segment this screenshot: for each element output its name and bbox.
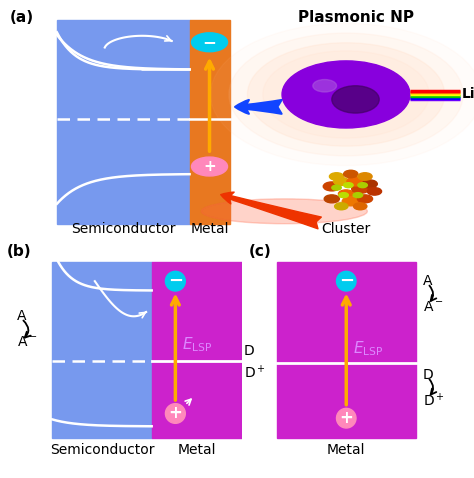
Text: D$^+$: D$^+$	[244, 364, 266, 381]
Ellipse shape	[201, 199, 367, 224]
Circle shape	[191, 33, 228, 52]
Text: D$^+$: D$^+$	[423, 392, 445, 409]
Text: Light: Light	[462, 87, 474, 101]
Circle shape	[191, 157, 228, 176]
Circle shape	[332, 185, 341, 190]
Circle shape	[329, 173, 344, 180]
Circle shape	[358, 183, 367, 188]
Circle shape	[210, 23, 474, 165]
Text: A: A	[17, 309, 26, 323]
Circle shape	[165, 272, 185, 291]
Text: +: +	[168, 404, 182, 423]
Text: −: −	[339, 272, 354, 290]
Circle shape	[337, 272, 356, 291]
Ellipse shape	[201, 199, 367, 224]
Text: D: D	[244, 345, 255, 358]
Text: D: D	[423, 368, 434, 382]
Circle shape	[344, 183, 353, 188]
Circle shape	[337, 408, 356, 428]
Circle shape	[334, 177, 349, 185]
Circle shape	[344, 170, 358, 178]
Text: Metal: Metal	[177, 443, 216, 457]
Text: $E_\mathrm{LSP}$: $E_\mathrm{LSP}$	[353, 340, 383, 358]
Circle shape	[324, 195, 339, 203]
Bar	[57, 20, 190, 224]
Text: −: −	[168, 272, 183, 290]
Text: Semiconductor: Semiconductor	[71, 222, 175, 236]
Circle shape	[247, 43, 445, 146]
Text: A$^-$: A$^-$	[17, 335, 37, 349]
Text: A$^-$: A$^-$	[423, 300, 444, 314]
Ellipse shape	[201, 199, 367, 224]
Text: Cluster: Cluster	[321, 222, 371, 236]
Circle shape	[338, 190, 354, 198]
Text: (b): (b)	[7, 244, 32, 259]
Bar	[152, 262, 242, 438]
Circle shape	[357, 195, 373, 203]
Circle shape	[339, 193, 348, 197]
Circle shape	[358, 173, 372, 180]
Bar	[52, 262, 152, 438]
Circle shape	[353, 193, 363, 197]
Circle shape	[352, 185, 369, 194]
Circle shape	[367, 188, 382, 195]
Circle shape	[335, 203, 348, 210]
Text: −: −	[202, 33, 217, 51]
Circle shape	[323, 182, 340, 191]
Bar	[277, 262, 416, 438]
Circle shape	[263, 51, 429, 138]
Circle shape	[229, 33, 463, 156]
Text: A: A	[423, 274, 432, 288]
Text: (c): (c)	[249, 244, 272, 259]
Text: $E_\mathrm{LSP}$: $E_\mathrm{LSP}$	[182, 335, 213, 354]
Text: Plasmonic NP: Plasmonic NP	[298, 10, 413, 25]
Circle shape	[347, 177, 364, 186]
Text: (a): (a)	[9, 10, 34, 25]
Text: +: +	[339, 409, 353, 427]
Text: Semiconductor: Semiconductor	[50, 443, 154, 457]
Circle shape	[282, 61, 410, 128]
Ellipse shape	[332, 86, 379, 113]
Bar	[190, 20, 230, 224]
Circle shape	[313, 79, 337, 92]
Circle shape	[362, 180, 377, 188]
Circle shape	[354, 203, 367, 210]
Text: Metal: Metal	[327, 443, 365, 457]
Circle shape	[342, 197, 359, 206]
Circle shape	[165, 403, 185, 424]
Text: +: +	[203, 159, 216, 174]
Text: Metal: Metal	[190, 222, 229, 236]
